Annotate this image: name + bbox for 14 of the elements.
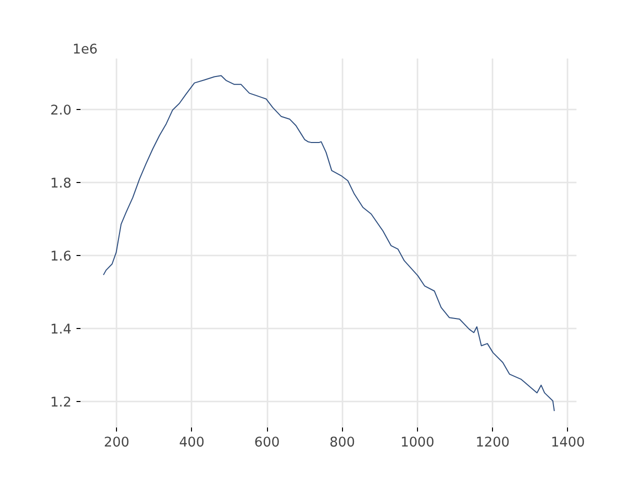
x-tick-label: 400	[179, 436, 205, 450]
line-series	[102, 75, 555, 412]
y-tick-label: 1.8	[50, 176, 72, 192]
y-tick-label: 2.0	[50, 104, 72, 119]
text: 1e6	[72, 42, 98, 58]
y-tick-label: 1.6	[50, 250, 72, 265]
x-tick-label: 1200	[476, 436, 510, 450]
x-tick-label: 1400	[550, 436, 585, 450]
y-tick-label: 1.4	[50, 322, 72, 338]
x-tick-label: 800	[330, 436, 355, 450]
x-tick-label: 1000	[400, 436, 434, 450]
y-tick-label: 1.2	[50, 396, 72, 411]
x-tick-label: 600	[254, 436, 280, 450]
x-tick-label: 200	[104, 436, 130, 450]
